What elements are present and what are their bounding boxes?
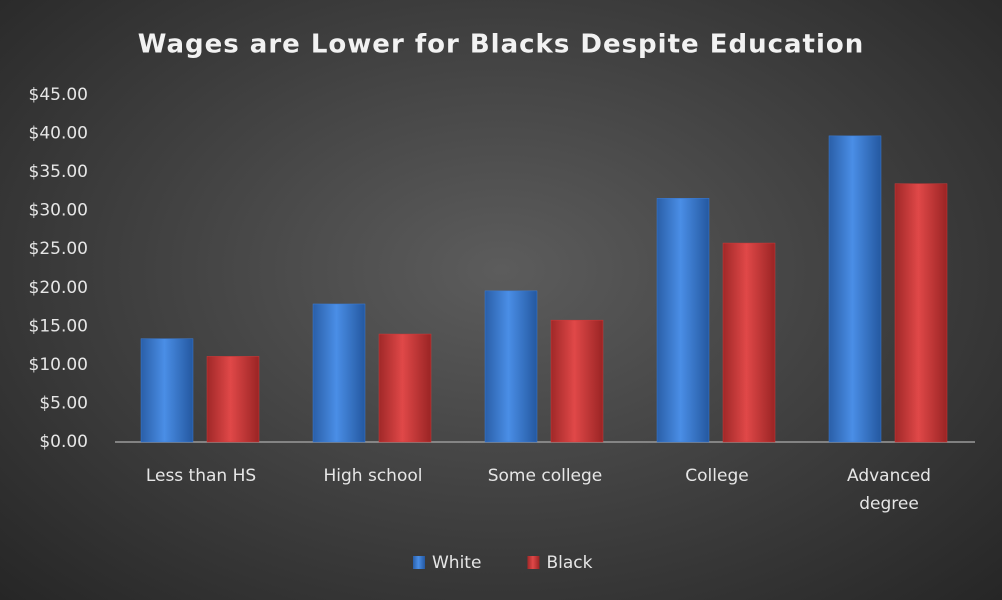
x-tick-label: Less than HS xyxy=(145,466,257,486)
y-tick-label: $35.00 xyxy=(29,162,88,182)
legend-label: Black xyxy=(546,553,592,573)
bar xyxy=(828,135,882,443)
bar xyxy=(140,338,194,443)
chart-title: Wages are Lower for Blacks Despite Educa… xyxy=(138,30,865,60)
bar xyxy=(550,319,604,443)
y-tick-label: $5.00 xyxy=(39,393,88,413)
y-tick-label: $15.00 xyxy=(29,316,88,336)
y-tick-label: $25.00 xyxy=(29,239,88,259)
legend-label: White xyxy=(432,553,481,573)
y-tick-label: $40.00 xyxy=(29,124,88,144)
x-tick-label: Some college xyxy=(487,466,603,486)
y-tick-label: $0.00 xyxy=(39,432,88,452)
x-tick-label: Advanced degree xyxy=(847,466,931,514)
bar xyxy=(484,290,538,443)
y-tick-label: $45.00 xyxy=(29,85,88,105)
bar xyxy=(312,303,366,443)
y-tick-label: $10.00 xyxy=(29,355,88,375)
legend-swatch xyxy=(527,556,540,569)
y-tick-label: $20.00 xyxy=(29,278,88,298)
bar xyxy=(656,198,710,443)
x-tick-label: College xyxy=(685,466,749,486)
bar xyxy=(722,242,776,443)
x-tick-label: High school xyxy=(323,466,423,486)
bar xyxy=(894,183,948,443)
legend-swatch xyxy=(413,556,425,569)
bar xyxy=(206,356,260,443)
bar xyxy=(378,333,432,443)
y-tick-label: $30.00 xyxy=(29,201,88,221)
